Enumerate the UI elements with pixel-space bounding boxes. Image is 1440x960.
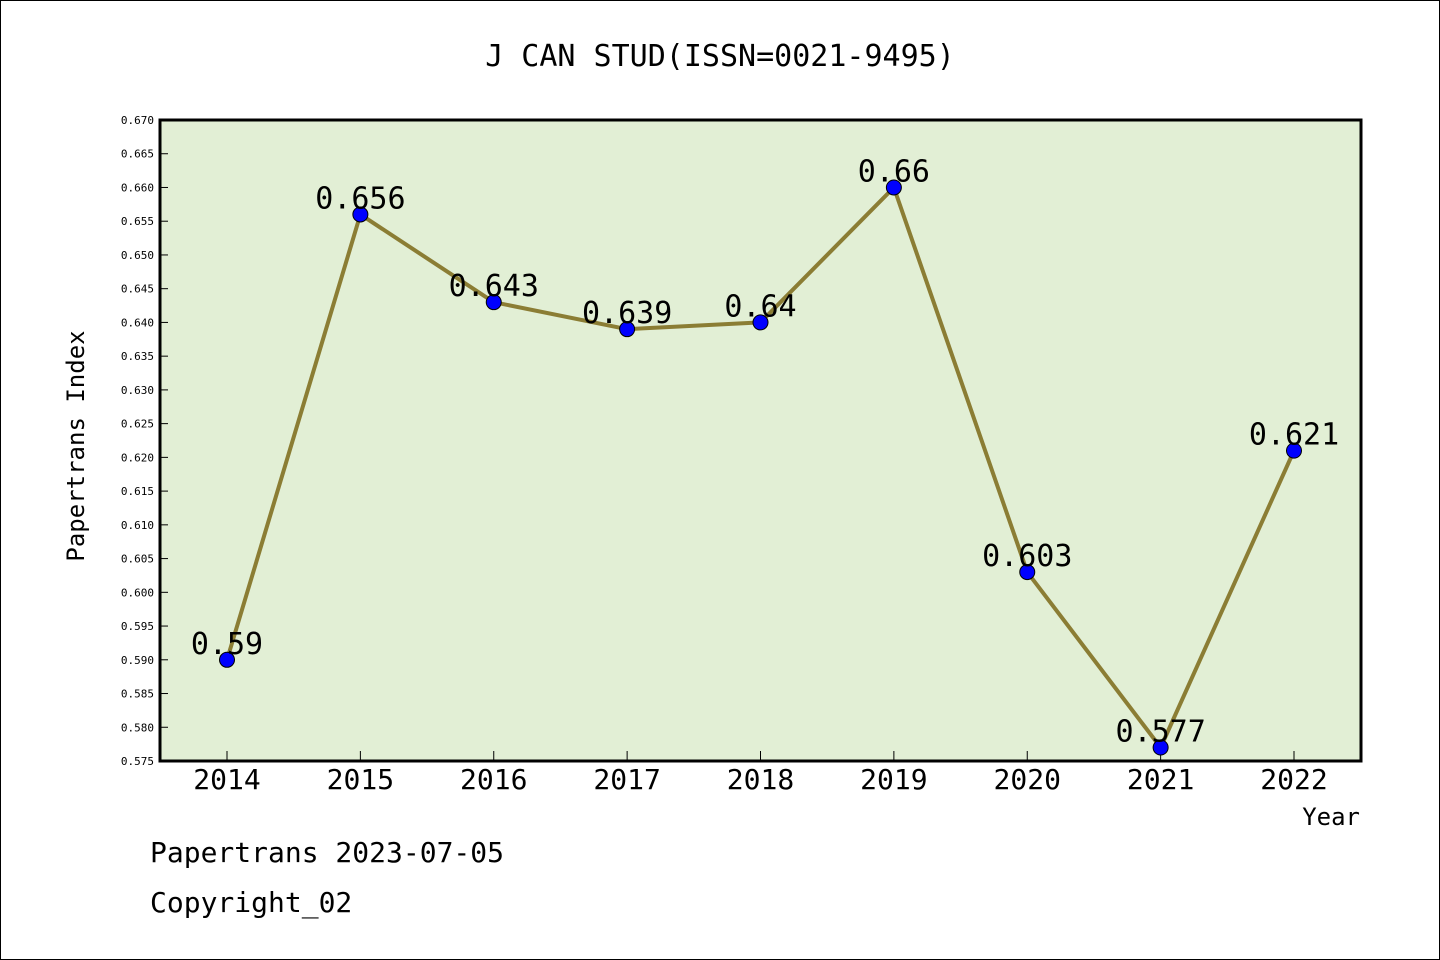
data-point — [1152, 739, 1169, 756]
y-tick-label: 0.660 — [121, 181, 154, 194]
x-tick-label: 2022 — [1260, 763, 1327, 796]
x-tick-label: 2015 — [327, 763, 394, 796]
x-tick-label: 2016 — [460, 763, 527, 796]
chart-title: J CAN STUD(ISSN=0021-9495) — [485, 39, 955, 74]
data-point — [752, 314, 769, 331]
data-label: 0.621 — [1249, 418, 1339, 453]
y-tick-label: 0.605 — [121, 553, 154, 566]
y-tick-label: 0.590 — [121, 654, 154, 667]
x-axis-ticks: 2014 2015 2016 2017 2018 2019 2020 2021 2022 — [193, 751, 1328, 796]
data-label: 0.66 — [858, 154, 930, 189]
y-tick-label: 0.640 — [121, 316, 154, 329]
data-label: 0.577 — [1115, 715, 1205, 750]
data-point — [619, 321, 636, 338]
data-point — [219, 651, 235, 668]
x-tick-label: 2014 — [193, 763, 260, 796]
data-label: 0.59 — [191, 627, 263, 662]
y-tick-label: 0.620 — [121, 451, 154, 464]
y-tick-label: 0.665 — [121, 148, 154, 161]
y-tick-label: 0.635 — [121, 350, 154, 363]
y-tick-label: 0.625 — [121, 418, 154, 431]
data-point — [1019, 564, 1036, 581]
data-point — [1286, 442, 1302, 459]
plot-area — [158, 118, 1363, 763]
data-labels-group: 0.59 0.656 0.643 0.639 0.64 0.66 0.603 0.577 0.6… — [191, 154, 1339, 749]
y-tick-label: 0.595 — [121, 620, 154, 633]
data-point — [352, 206, 369, 223]
y-tick-label: 0.655 — [121, 215, 154, 228]
data-point — [485, 294, 502, 311]
y-tick-label: 0.600 — [121, 586, 154, 599]
y-tick-label: 0.645 — [121, 283, 154, 296]
data-label: 0.656 — [315, 181, 405, 216]
data-point — [885, 179, 902, 196]
x-tick-label: 2021 — [1127, 763, 1194, 796]
x-tick-label: 2017 — [593, 763, 660, 796]
footer-copyright: Copyright_02 — [150, 886, 353, 919]
x-tick-label: 2019 — [860, 763, 927, 796]
x-axis-label: Year — [1302, 803, 1360, 831]
y-tick-label: 0.575 — [121, 755, 154, 768]
data-label: 0.64 — [724, 289, 796, 324]
x-tick-label: 2020 — [994, 763, 1061, 796]
y-axis-label: Papertrans Index — [62, 330, 90, 561]
points-group — [219, 179, 1302, 756]
y-tick-label: 0.610 — [121, 519, 154, 532]
y-tick-label: 0.650 — [121, 249, 154, 262]
y-axis-ticks: 0.575 0.580 0.585 0.590 0.595 0.600 0.605 0.610… — [121, 114, 168, 768]
y-tick-label: 0.670 — [121, 114, 154, 127]
data-label: 0.603 — [982, 539, 1072, 574]
data-label: 0.643 — [449, 269, 539, 304]
data-label: 0.639 — [582, 296, 672, 331]
y-tick-label: 0.615 — [121, 485, 154, 498]
y-tick-label: 0.630 — [121, 384, 154, 397]
footer-date: Papertrans 2023-07-05 — [150, 836, 505, 869]
y-tick-label: 0.580 — [121, 721, 154, 734]
x-tick-label: 2018 — [727, 763, 794, 796]
y-tick-label: 0.585 — [121, 688, 154, 701]
